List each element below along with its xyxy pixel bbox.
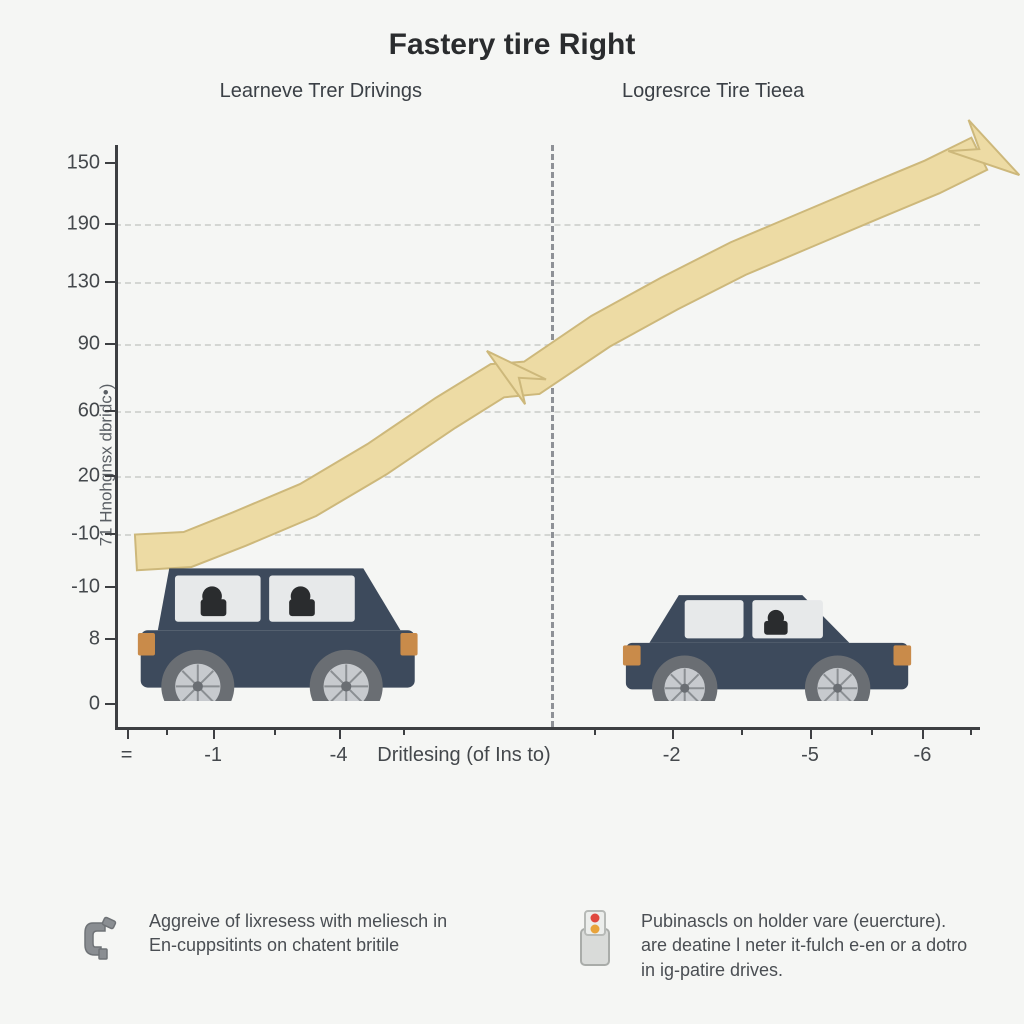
y-tick-label: 8: [60, 628, 100, 651]
legend: Aggreive of lixresess with meliesch in E…: [75, 909, 969, 982]
legend-text-left: Aggreive of lixresess with meliesch in E…: [149, 909, 447, 982]
clamp-icon: [75, 909, 131, 969]
subtitle-right: Logresrce Tire Tieea: [622, 80, 804, 103]
subtitle-left: Learneve Trer Drivings: [220, 80, 422, 103]
y-tick-label: 0: [60, 692, 100, 715]
y-tick-label: -10: [60, 523, 100, 546]
y-tick-label: 90: [60, 332, 100, 355]
x-tick-label: =: [121, 744, 133, 767]
y-tick-label: 150: [60, 151, 100, 174]
car-right: [620, 575, 914, 706]
y-tick-label: 20: [60, 464, 100, 487]
x-tick-label: -6: [914, 744, 932, 767]
x-tick-label: -2: [663, 744, 681, 767]
y-tick-label: 60: [60, 400, 100, 423]
x-tick-label: -5: [801, 744, 819, 767]
chart-area: 71 Hnohgnsx dbridc•) 150190130906020-10-…: [60, 145, 980, 785]
plot-region: =-1-4-2-5-6 Dritlesing (of Ins to): [115, 145, 980, 730]
y-tick-label: 190: [60, 212, 100, 235]
car-left: [135, 560, 420, 705]
y-tick-label: 130: [60, 271, 100, 294]
legend-item-left: Aggreive of lixresess with meliesch in E…: [75, 909, 477, 982]
legend-text-right: Pubinascls on holder vare (euercture). a…: [641, 909, 969, 982]
subtitle-row: Learneve Trer Drivings Logresrce Tire Ti…: [0, 80, 1024, 103]
x-tick-label: -4: [330, 744, 348, 767]
y-tick-label: -10: [60, 575, 100, 598]
x-axis-label: Dritlesing (of Ins to): [377, 744, 550, 767]
x-tick-label: -1: [204, 744, 222, 767]
legend-item-right: Pubinascls on holder vare (euercture). a…: [567, 909, 969, 982]
traffic-light-icon: [567, 909, 623, 969]
chart-title: Fastery tire Right: [0, 0, 1024, 62]
